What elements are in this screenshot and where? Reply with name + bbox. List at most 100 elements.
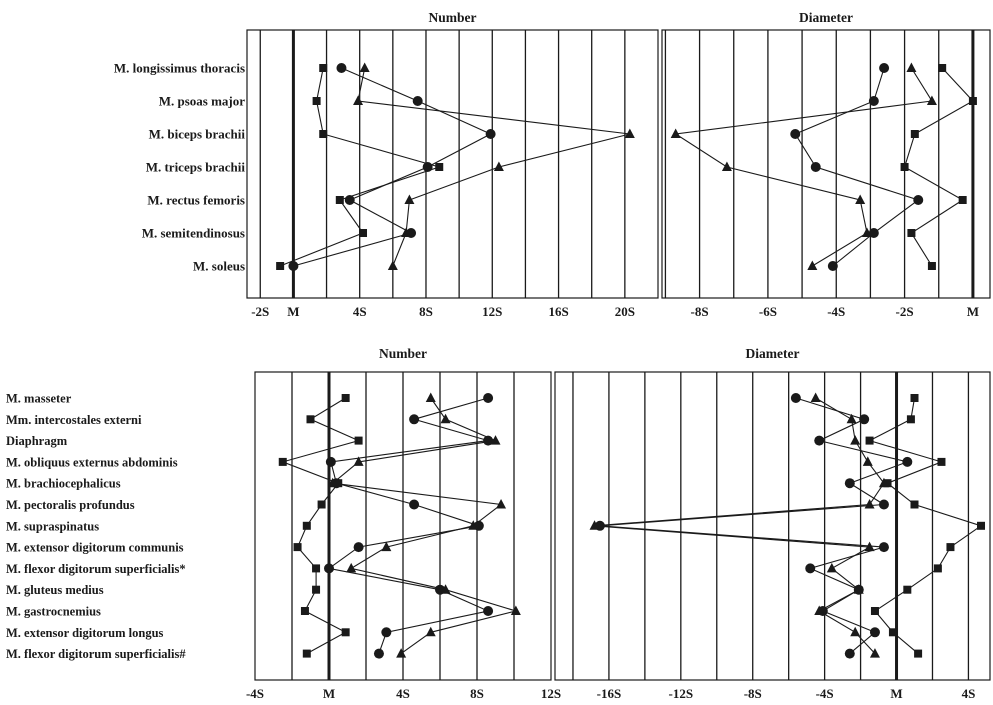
category-label: Diaphragm xyxy=(6,434,68,448)
marker-p3-s1-r8-square xyxy=(293,543,302,552)
panel-3-tick-label: M xyxy=(323,686,335,701)
marker-p2-s3-r4-triangle xyxy=(721,161,732,171)
marker-p1-s3-r2-triangle xyxy=(353,95,364,105)
marker-p2-s2-r6-circle xyxy=(868,228,879,238)
panel-3-tick-label: 4S xyxy=(396,686,410,701)
marker-p3-s3-r13-triangle xyxy=(396,648,407,658)
marker-p4-s3-r2-triangle xyxy=(846,413,857,424)
marker-p1-s3-r3-triangle xyxy=(624,128,635,138)
marker-p1-s2-r1-circle xyxy=(336,63,347,73)
panel-4-tick-label: M xyxy=(890,686,902,701)
marker-p3-s3-r3-triangle xyxy=(490,435,501,445)
marker-p3-s2-r9-circle xyxy=(324,563,334,574)
category-label: Mm. intercostales externi xyxy=(6,413,142,427)
panel-1-tick-label: 12S xyxy=(482,304,502,319)
panel-3-tick-label: 8S xyxy=(470,686,484,701)
marker-p3-s1-r10-square xyxy=(312,585,321,594)
marker-p1-s1-r4-square xyxy=(435,163,444,171)
marker-p4-s3-r8-triangle xyxy=(864,541,875,552)
panel-2: Diameter -8S -6S -4S -2S M xyxy=(661,10,991,319)
category-label: M. biceps brachii xyxy=(149,127,246,142)
marker-p3-s3-r1-triangle xyxy=(425,392,436,402)
marker-p1-s1-r5-square xyxy=(335,196,344,204)
panel-3-tick-label: 12S xyxy=(541,686,561,701)
marker-p4-s3-r5-triangle xyxy=(878,477,889,488)
category-label: M. flexor digitorum superficialis# xyxy=(6,647,186,661)
panel-4-tick-label: -16S xyxy=(597,686,622,701)
marker-p1-s3-r5-triangle xyxy=(404,194,415,204)
panel-1-tick-label: 20S xyxy=(615,304,635,319)
category-label: M. rectus femoris xyxy=(147,193,245,208)
panel-4-tick-label: -8S xyxy=(744,686,762,701)
marker-p2-s1-r2-square xyxy=(968,97,977,105)
marker-p2-s2-r5-circle xyxy=(913,195,924,205)
marker-p4-s1-r8-square xyxy=(946,543,955,552)
marker-p4-s1-r10-square xyxy=(903,585,912,594)
panel-2-tick-label: -4S xyxy=(827,304,845,319)
panel-4-frame xyxy=(554,371,991,681)
marker-p4-s3-r1-triangle xyxy=(810,392,821,402)
marker-p3-s2-r1-circle xyxy=(483,393,494,403)
marker-p3-s3-r2-triangle xyxy=(440,413,451,424)
panel-4-series-triangle-line xyxy=(594,397,885,654)
panel-3: Number -4S M 4S 8S 12S M. masseter Mm. intercos… xyxy=(6,346,561,701)
marker-p3-s1-r11-square xyxy=(300,607,309,615)
panel-4-tick-label: -12S xyxy=(669,686,694,701)
panel-4: Diameter -16S -12S -8S -4S M 4S xyxy=(554,346,991,701)
category-label: M. gastrocnemius xyxy=(6,605,101,619)
marker-p1-s2-r2-circle xyxy=(412,96,423,106)
marker-p2-s3-r3-triangle xyxy=(670,128,681,138)
marker-p2-s3-r5-triangle xyxy=(855,194,866,204)
panel-1-tick-label: 16S xyxy=(548,304,568,319)
marker-p2-s1-r4-square xyxy=(900,163,909,171)
marker-p4-s1-r6-square xyxy=(910,500,919,509)
marker-p3-s2-r6-circle xyxy=(409,499,420,510)
marker-p3-s1-r2-square xyxy=(306,415,315,424)
category-label: M. semitendinosus xyxy=(142,226,245,241)
category-label: M. triceps brachii xyxy=(146,160,246,175)
marker-p2-s2-r2-circle xyxy=(868,96,879,106)
marker-p1-s2-r5-circle xyxy=(344,195,355,205)
panel-1-tick-label: M xyxy=(287,304,299,319)
marker-p4-s1-r7-square xyxy=(977,521,986,530)
marker-p3-s1-r4-square xyxy=(278,457,287,466)
category-label: M. gluteus medius xyxy=(6,583,104,597)
marker-p3-s3-r10-triangle xyxy=(440,584,451,594)
marker-p3-s2-r12-circle xyxy=(381,627,392,638)
panel-1: Number -2S M 4S 8S 12S 16S 20S M. longissimus th… xyxy=(114,10,659,319)
marker-p4-s2-r12-circle xyxy=(869,627,880,638)
marker-p4-s3-r11-triangle xyxy=(814,605,825,615)
marker-p4-s1-r3-square xyxy=(865,436,874,445)
panel-1-series-circle-line xyxy=(293,67,492,267)
marker-p3-s1-r7-square xyxy=(302,521,311,530)
marker-p4-s2-r4-circle xyxy=(902,456,913,467)
marker-p4-s2-r8-circle xyxy=(878,542,889,553)
panel-3-series-square-line xyxy=(281,397,361,655)
marker-p1-s3-r6-triangle xyxy=(401,227,412,237)
category-label: M. soleus xyxy=(193,259,245,274)
category-label: M. pectoralis profundus xyxy=(6,498,135,512)
panel-1-frame xyxy=(246,29,659,299)
marker-p3-s2-r13-circle xyxy=(373,648,384,659)
marker-p4-s3-r12-triangle xyxy=(850,626,861,637)
marker-p4-s2-r9-circle xyxy=(805,563,816,574)
panel-2-series-triangle-line xyxy=(674,67,933,267)
marker-p1-s2-r4-circle xyxy=(422,162,433,172)
marker-p3-s1-r1-square xyxy=(341,394,350,402)
marker-p2-s1-r3-square xyxy=(910,130,919,138)
marker-p3-s2-r11-circle xyxy=(483,606,494,616)
marker-p3-s1-r3-square xyxy=(354,436,363,445)
marker-p4-s1-r2-square xyxy=(906,415,915,424)
category-label: M. extensor digitorum longus xyxy=(6,626,164,640)
marker-p1-s3-r1-triangle xyxy=(359,62,370,72)
marker-p4-s3-r9-triangle xyxy=(826,562,837,573)
marker-p1-s3-r7-triangle xyxy=(387,260,398,270)
marker-p4-s2-r13-circle xyxy=(844,648,855,659)
marker-p3-s3-r5-triangle xyxy=(327,477,338,488)
marker-p4-s3-r3-triangle xyxy=(850,435,861,445)
marker-p1-s3-r4-triangle xyxy=(493,161,504,171)
marker-p2-s1-r1-square xyxy=(938,64,947,72)
marker-p3-s3-r8-triangle xyxy=(381,541,392,552)
panel-4-title: Diameter xyxy=(746,346,800,361)
marker-p1-s1-r2-square xyxy=(312,97,321,105)
